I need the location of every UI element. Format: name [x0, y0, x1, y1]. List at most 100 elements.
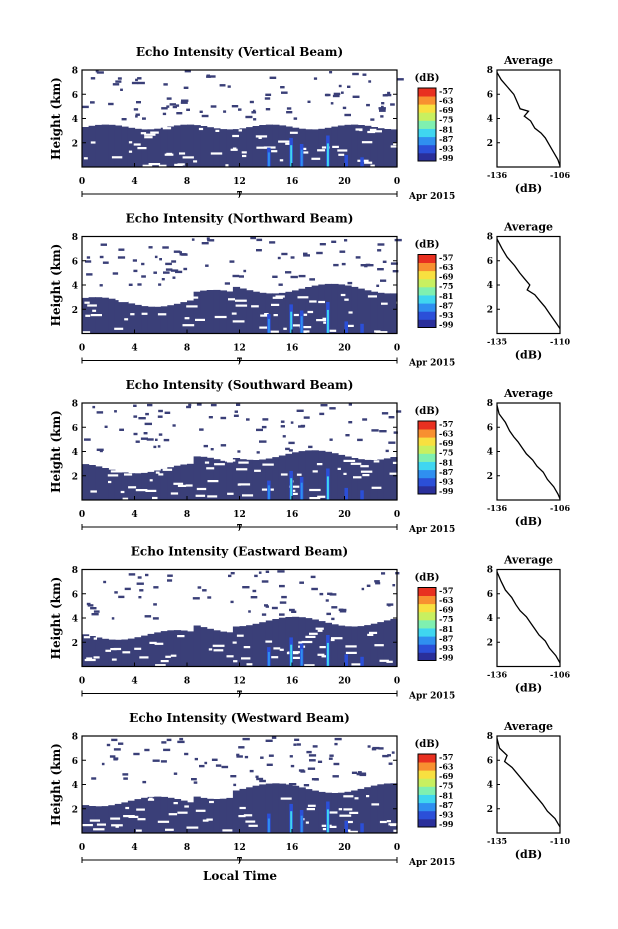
- echo-cell: [137, 576, 142, 579]
- echo-cell: [246, 290, 254, 334]
- echo-cell: [308, 754, 317, 757]
- echo-cell: [194, 757, 198, 761]
- y-axis-label: Height (km): [49, 410, 63, 493]
- echo-cell: [175, 270, 183, 274]
- echo-cell: [377, 268, 384, 271]
- echo-cell: [265, 124, 273, 167]
- x-axis-label: Local Time: [203, 869, 277, 883]
- colorbar-tick-label: -81: [439, 624, 453, 634]
- echo-cell: [245, 115, 253, 119]
- echo-cell: [118, 595, 125, 599]
- plume-cell: [267, 152, 270, 167]
- echo-cell: [325, 93, 331, 97]
- gap-cell: [256, 146, 267, 149]
- x-tick-label: 12: [233, 177, 246, 187]
- echo-cell: [348, 403, 352, 406]
- profile-line: [496, 405, 561, 500]
- gap-cell: [319, 646, 326, 649]
- gap-cell: [134, 647, 142, 650]
- gap-cell: [303, 313, 308, 316]
- echo-cell: [82, 805, 90, 833]
- gap-cell: [136, 829, 142, 832]
- gap-cell: [177, 484, 187, 487]
- echo-cell: [200, 126, 208, 167]
- echo-cell: [200, 797, 208, 833]
- echo-cell: [265, 570, 270, 573]
- echo-cell: [95, 70, 99, 73]
- echo-cell: [213, 799, 221, 833]
- echo-cell: [153, 271, 157, 274]
- echo-cell: [329, 438, 333, 441]
- gap-cell: [371, 803, 380, 806]
- echo-cell: [344, 791, 352, 833]
- gap-cell: [84, 627, 94, 630]
- gap-cell: [340, 293, 346, 297]
- echo-cell: [122, 773, 129, 776]
- echo-cell: [364, 125, 372, 167]
- echo-cell: [82, 634, 90, 667]
- echo-cell: [311, 790, 319, 833]
- gap-cell: [85, 314, 91, 317]
- echo-cell: [339, 610, 347, 613]
- echo-cell: [272, 783, 280, 833]
- echo-cell: [163, 83, 168, 86]
- echo-cell: [292, 290, 300, 334]
- chart-panel: Echo Intensity (Southward Beam) 2 4 6 8 Heigh…: [49, 378, 570, 535]
- echo-cell: [311, 450, 319, 500]
- gap-cell: [355, 128, 363, 131]
- echo-cell: [208, 416, 213, 419]
- echo-cell: [232, 626, 241, 667]
- echo-cell: [264, 97, 271, 100]
- y-axis-label: Height (km): [49, 743, 63, 826]
- profile-title: Average: [503, 54, 553, 67]
- echo-cell: [371, 429, 379, 432]
- echo-cell: [253, 118, 257, 121]
- echo-cell: [165, 268, 173, 271]
- y-tick-label: 2: [72, 639, 78, 649]
- gap-cell: [179, 152, 186, 155]
- gap-cell: [184, 317, 190, 320]
- echo-cell: [127, 638, 136, 667]
- echo-cell: [121, 472, 129, 500]
- gap-cell: [158, 473, 164, 476]
- gap-cell: [206, 818, 213, 821]
- gap-cell: [360, 465, 369, 468]
- echo-cell: [344, 113, 351, 117]
- echo-cell: [272, 124, 280, 167]
- echo-cell: [339, 250, 346, 253]
- echo-cell: [101, 468, 109, 500]
- gap-cell: [241, 151, 247, 154]
- echo-cell: [265, 108, 271, 111]
- echo-cell: [303, 252, 308, 255]
- echo-cell: [128, 573, 136, 576]
- echo-cell: [144, 615, 152, 618]
- y-tick-label: 8: [72, 733, 78, 743]
- echo-cell: [210, 403, 217, 407]
- gap-cell: [302, 151, 309, 154]
- plume-cell: [290, 644, 293, 667]
- echo-cell: [179, 737, 184, 741]
- gap-cell: [326, 811, 338, 814]
- gap-cell: [110, 648, 117, 651]
- gap-cell: [133, 143, 141, 146]
- heatmap-cells: [82, 70, 404, 167]
- echo-cell: [381, 412, 389, 415]
- echo-cell: [266, 763, 273, 766]
- chart-panel: Echo Intensity (Eastward Beam) 2 4 6 8 Height…: [49, 545, 570, 702]
- echo-cell: [277, 570, 285, 573]
- echo-cell: [329, 754, 334, 757]
- echo-cell: [298, 274, 306, 278]
- echo-cell: [364, 459, 372, 500]
- echo-cell: [114, 471, 122, 500]
- colorbar-swatch: [418, 437, 436, 446]
- echo-cell: [99, 255, 104, 259]
- profile-x-tick-label: -106: [550, 170, 570, 180]
- gap-cell: [177, 811, 188, 814]
- profile-y-tick-label: 2: [487, 139, 493, 149]
- echo-cell: [219, 129, 227, 167]
- echo-cell: [253, 109, 256, 113]
- gap-cell: [307, 310, 314, 314]
- echo-cell: [96, 411, 104, 414]
- echo-cell: [219, 290, 227, 334]
- gap-cell: [214, 463, 225, 466]
